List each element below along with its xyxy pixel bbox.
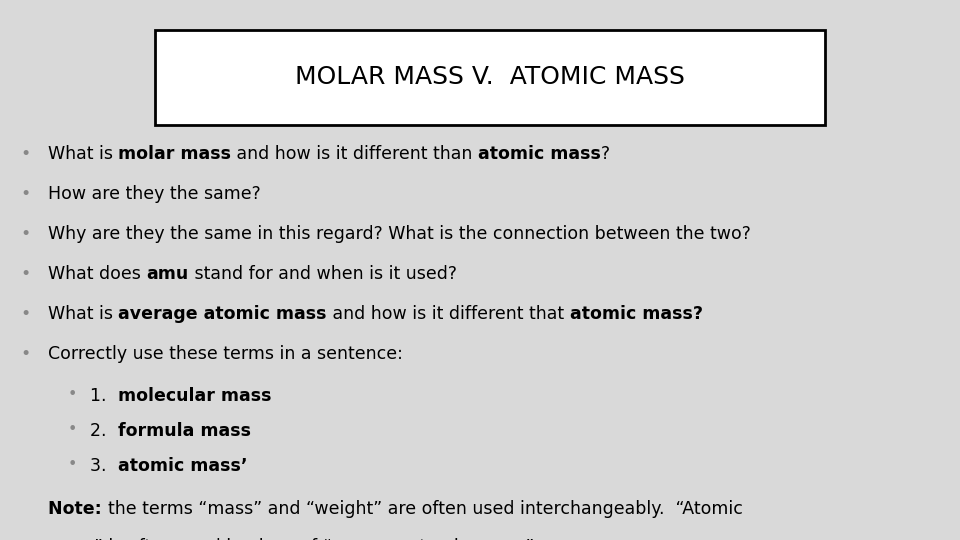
Text: 2.: 2. (90, 422, 117, 440)
Text: atomic mass’: atomic mass’ (117, 457, 247, 475)
Text: the terms “mass” and “weight” are often used interchangeably.  “Atomic: the terms “mass” and “weight” are often … (108, 500, 743, 518)
Text: mass” is often used in place of “average atomic mass.”: mass” is often used in place of “average… (48, 538, 535, 540)
Text: •: • (20, 345, 31, 363)
FancyBboxPatch shape (155, 30, 825, 125)
Text: •: • (20, 305, 31, 323)
Text: •: • (20, 145, 31, 163)
Text: •: • (20, 265, 31, 283)
Text: ?: ? (601, 145, 611, 163)
Text: molecular mass: molecular mass (117, 387, 271, 405)
Text: atomic mass?: atomic mass? (569, 305, 703, 323)
Text: What is: What is (48, 305, 118, 323)
Text: •: • (68, 422, 78, 437)
Text: 1.: 1. (90, 387, 117, 405)
Text: formula mass: formula mass (117, 422, 251, 440)
Text: •: • (20, 225, 31, 243)
Text: •: • (20, 185, 31, 203)
Text: Correctly use these terms in a sentence:: Correctly use these terms in a sentence: (48, 345, 403, 363)
Text: •: • (68, 457, 78, 472)
Text: How are they the same?: How are they the same? (48, 185, 261, 203)
Text: and how is it different that: and how is it different that (327, 305, 569, 323)
Text: What does: What does (48, 265, 146, 283)
Text: Note:: Note: (48, 500, 108, 518)
Text: molar mass: molar mass (118, 145, 231, 163)
Text: atomic mass: atomic mass (478, 145, 601, 163)
Text: and how is it different than: and how is it different than (231, 145, 478, 163)
Text: amu: amu (146, 265, 188, 283)
Text: MOLAR MASS V.  ATOMIC MASS: MOLAR MASS V. ATOMIC MASS (295, 65, 684, 90)
Text: •: • (68, 387, 78, 402)
Text: average atomic mass: average atomic mass (118, 305, 327, 323)
Text: 3.: 3. (90, 457, 117, 475)
Text: Why are they the same in this regard? What is the connection between the two?: Why are they the same in this regard? Wh… (48, 225, 751, 243)
Text: What is: What is (48, 145, 118, 163)
Text: stand for and when is it used?: stand for and when is it used? (188, 265, 457, 283)
